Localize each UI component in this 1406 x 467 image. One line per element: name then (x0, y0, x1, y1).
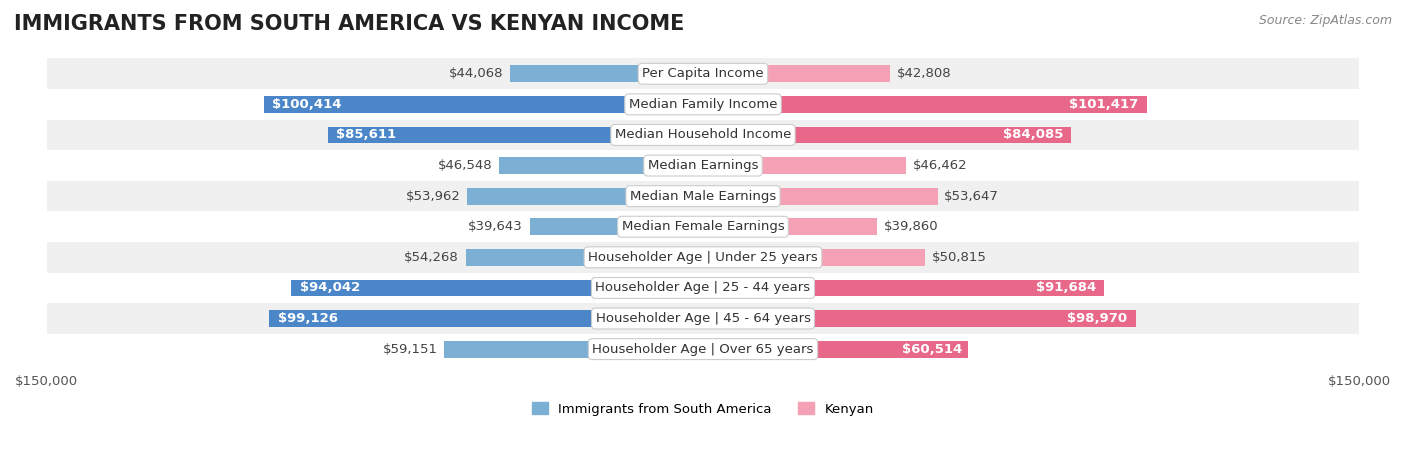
Text: Householder Age | Under 25 years: Householder Age | Under 25 years (588, 251, 818, 264)
Text: $100,414: $100,414 (273, 98, 342, 111)
Text: Median Family Income: Median Family Income (628, 98, 778, 111)
Text: Per Capita Income: Per Capita Income (643, 67, 763, 80)
Text: $46,548: $46,548 (439, 159, 492, 172)
Text: $53,647: $53,647 (945, 190, 1000, 203)
Text: $94,042: $94,042 (299, 282, 360, 294)
Bar (703, 280, 1104, 297)
Text: $42,808: $42,808 (897, 67, 952, 80)
Bar (703, 219, 877, 235)
Bar (467, 188, 703, 205)
Text: $53,962: $53,962 (405, 190, 460, 203)
Text: Median Female Earnings: Median Female Earnings (621, 220, 785, 233)
Bar (444, 341, 703, 358)
Text: $59,151: $59,151 (382, 343, 437, 355)
Bar (703, 65, 890, 82)
Text: $44,068: $44,068 (449, 67, 503, 80)
Bar (263, 96, 703, 113)
Text: $91,684: $91,684 (1036, 282, 1097, 294)
Text: Median Household Income: Median Household Income (614, 128, 792, 142)
Text: IMMIGRANTS FROM SOUTH AMERICA VS KENYAN INCOME: IMMIGRANTS FROM SOUTH AMERICA VS KENYAN … (14, 14, 685, 34)
Bar (46, 242, 1360, 273)
Bar (46, 150, 1360, 181)
Text: Householder Age | 45 - 64 years: Householder Age | 45 - 64 years (596, 312, 810, 325)
Bar (46, 181, 1360, 212)
Text: $50,815: $50,815 (932, 251, 987, 264)
Text: Median Earnings: Median Earnings (648, 159, 758, 172)
Bar (46, 89, 1360, 120)
Bar (703, 96, 1147, 113)
Bar (510, 65, 703, 82)
Bar (703, 188, 938, 205)
Bar (329, 127, 703, 143)
Text: Source: ZipAtlas.com: Source: ZipAtlas.com (1258, 14, 1392, 27)
Bar (530, 219, 703, 235)
Text: $99,126: $99,126 (278, 312, 337, 325)
Text: $85,611: $85,611 (336, 128, 396, 142)
Text: $54,268: $54,268 (404, 251, 458, 264)
Text: $84,085: $84,085 (1004, 128, 1063, 142)
Bar (703, 127, 1071, 143)
Bar (46, 334, 1360, 364)
Bar (46, 303, 1360, 334)
Text: Householder Age | Over 65 years: Householder Age | Over 65 years (592, 343, 814, 355)
Bar (703, 341, 967, 358)
Text: $101,417: $101,417 (1069, 98, 1137, 111)
Bar (703, 310, 1136, 327)
Bar (46, 120, 1360, 150)
Text: $39,860: $39,860 (884, 220, 939, 233)
Bar (46, 273, 1360, 303)
Text: $39,643: $39,643 (468, 220, 523, 233)
Text: $60,514: $60,514 (903, 343, 963, 355)
Text: $46,462: $46,462 (912, 159, 967, 172)
Bar (703, 157, 907, 174)
Bar (499, 157, 703, 174)
Bar (46, 58, 1360, 89)
Text: Median Male Earnings: Median Male Earnings (630, 190, 776, 203)
Legend: Immigrants from South America, Kenyan: Immigrants from South America, Kenyan (527, 397, 879, 421)
Text: $98,970: $98,970 (1067, 312, 1128, 325)
Bar (291, 280, 703, 297)
Bar (703, 249, 925, 266)
Bar (46, 212, 1360, 242)
Text: Householder Age | 25 - 44 years: Householder Age | 25 - 44 years (595, 282, 811, 294)
Bar (465, 249, 703, 266)
Bar (269, 310, 703, 327)
